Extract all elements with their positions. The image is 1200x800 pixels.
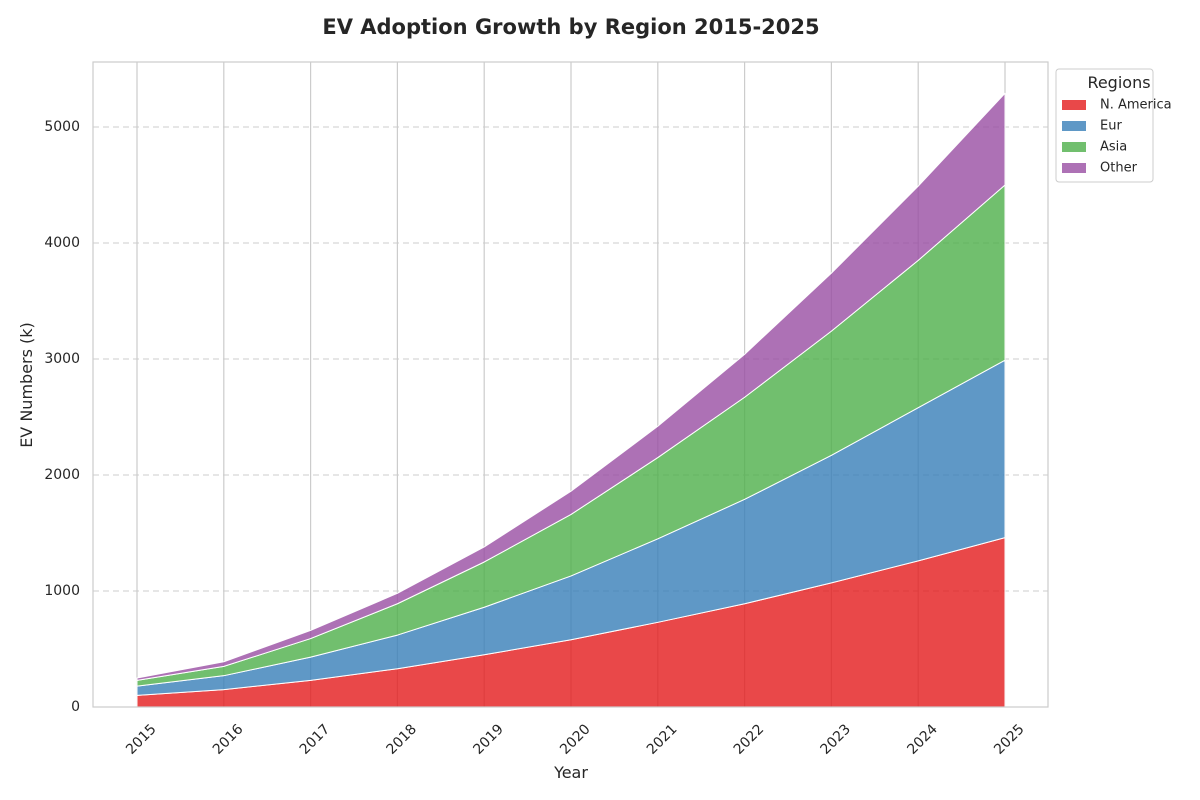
plot-frame [92, 61, 1049, 708]
y-tick-label: 2000 [44, 467, 80, 483]
legend-label-asia: Asia [1100, 140, 1127, 155]
y-axis-label: EV Numbers (k) [17, 322, 36, 448]
y-tick-label: 1000 [44, 583, 80, 599]
x-axis-label: Year [553, 763, 588, 782]
legend-frame [1055, 68, 1154, 183]
legend-label-n-america: N. America [1100, 98, 1172, 113]
legend-items: N. America Eur Asia Other [1062, 98, 1172, 176]
legend-swatch-n-america [1062, 100, 1086, 110]
plot-area [92, 61, 1049, 708]
y-tick-label: 5000 [44, 119, 80, 135]
area-series [136, 92, 1006, 708]
legend-swatch-eur [1062, 121, 1086, 131]
y-tick-label: 4000 [44, 235, 80, 251]
legend-title: Regions [1087, 73, 1150, 92]
y-tick-label: 3000 [44, 351, 80, 367]
legend-label-eur: Eur [1100, 119, 1122, 134]
y-tick-label: 0 [71, 699, 80, 715]
legend-label-other: Other [1100, 161, 1138, 176]
legend-swatch-asia [1062, 142, 1086, 152]
chart-title: EV Adoption Growth by Region 2015-2025 [322, 15, 819, 39]
area-series-other [136, 92, 1006, 681]
legend: Regions N. America Eur Asia Other [1055, 68, 1172, 183]
legend-swatch-other [1062, 163, 1086, 173]
y-axis-ticks: 0 1000 2000 3000 4000 5000 [44, 119, 80, 715]
